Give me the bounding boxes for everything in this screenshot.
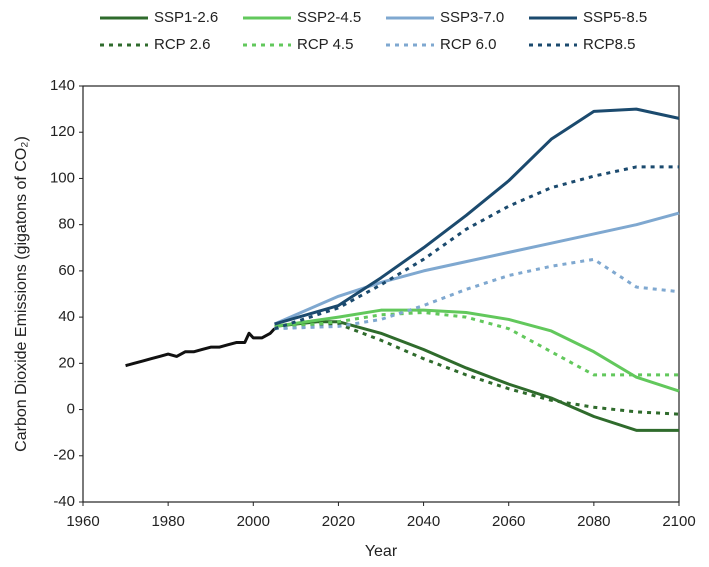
- plot-frame: [82, 85, 680, 503]
- x-tick-label: 2100: [662, 513, 695, 530]
- legend-label: SSP1-2.6: [154, 9, 218, 26]
- y-tick-label: 40: [58, 308, 75, 325]
- series-line: [125, 327, 276, 368]
- series-line: [274, 257, 680, 331]
- series-line: [274, 322, 680, 416]
- legend-label: SSP2-4.5: [297, 9, 361, 26]
- series-line: [274, 308, 680, 393]
- legend-label: RCP 6.0: [440, 36, 496, 53]
- legend-label: RCP8.5: [583, 36, 636, 53]
- series-line: [274, 320, 679, 432]
- x-tick-label: 2000: [237, 513, 270, 530]
- series-line: [274, 165, 679, 331]
- series-line: [273, 211, 680, 326]
- series-line: [274, 107, 680, 326]
- y-tick-label: 80: [58, 216, 75, 233]
- x-tick-label: 2020: [322, 513, 355, 530]
- y-tick-label: 140: [50, 77, 75, 94]
- x-tick-label: 2080: [577, 513, 610, 530]
- legend-label: RCP 4.5: [297, 36, 353, 53]
- legend-label: RCP 2.6: [154, 36, 210, 53]
- y-tick-label: 20: [58, 354, 75, 371]
- x-tick-label: 1960: [66, 513, 99, 530]
- y-tick-label: 100: [50, 169, 75, 186]
- y-tick-label: 120: [50, 123, 75, 140]
- legend-label: SSP5-8.5: [583, 9, 647, 26]
- x-tick-label: 2060: [492, 513, 525, 530]
- y-tick-label: -20: [53, 447, 75, 464]
- y-tick-label: -40: [53, 493, 75, 510]
- legend-label: SSP3-7.0: [440, 9, 504, 26]
- x-tick-label: 2040: [407, 513, 440, 530]
- y-tick-label: 60: [58, 262, 75, 279]
- x-axis-title: Year: [365, 543, 398, 560]
- x-tick-label: 1980: [151, 513, 184, 530]
- y-tick-label: 0: [67, 401, 75, 418]
- y-axis-title: Carbon Dioxide Emissions (gigatons of CO…: [13, 136, 30, 452]
